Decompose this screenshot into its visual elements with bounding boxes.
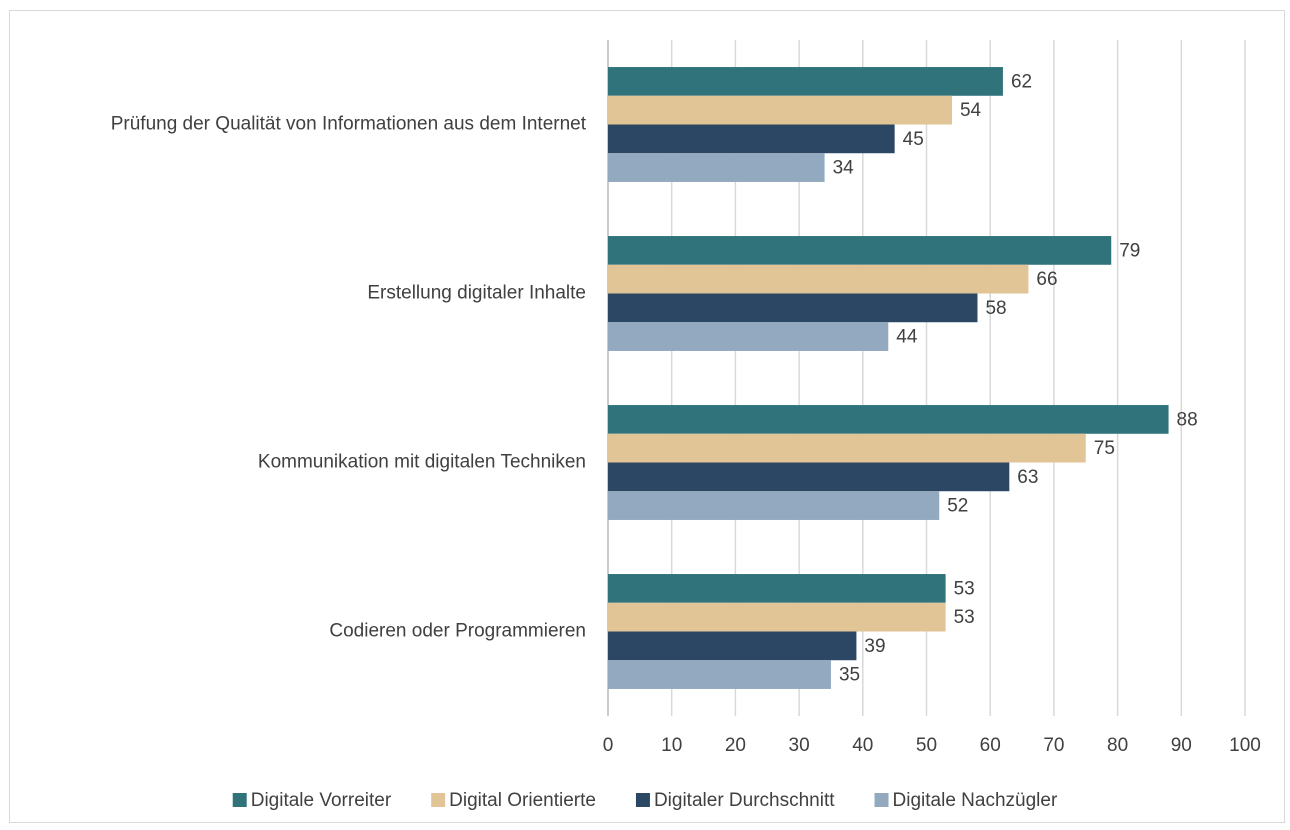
x-tick-label: 100 — [1229, 735, 1261, 756]
bar — [608, 433, 1086, 463]
data-label: 62 — [1011, 71, 1032, 92]
bar — [608, 405, 1169, 434]
bar — [608, 631, 857, 661]
bar — [608, 264, 1029, 294]
bar — [608, 660, 831, 689]
bar — [608, 95, 952, 125]
data-label: 63 — [1017, 467, 1038, 488]
data-label: 66 — [1036, 269, 1057, 290]
y-tick-label: Prüfung der Qualität von Informationen a… — [111, 114, 587, 135]
y-tick-label: Codieren oder Programmieren — [329, 621, 586, 642]
data-label: 53 — [954, 578, 975, 599]
legend-swatch — [232, 793, 247, 807]
bar — [608, 322, 889, 351]
legend-label: Digital Orientierte — [449, 790, 596, 811]
x-tick-label: 20 — [725, 735, 746, 756]
bar — [608, 491, 940, 520]
bar — [608, 293, 978, 323]
data-label: 35 — [839, 665, 860, 686]
data-label: 88 — [1177, 409, 1198, 430]
bar — [608, 153, 825, 182]
x-tick-label: 60 — [980, 735, 1001, 756]
x-tick-label: 30 — [789, 735, 810, 756]
x-tick-label: 70 — [1043, 735, 1064, 756]
bar — [608, 124, 895, 154]
legend-swatch — [874, 793, 889, 807]
data-label: 75 — [1094, 438, 1115, 459]
data-label: 58 — [985, 298, 1006, 319]
x-tick-label: 80 — [1107, 735, 1128, 756]
data-label: 52 — [947, 496, 968, 517]
bar — [608, 462, 1010, 492]
data-label: 44 — [896, 327, 918, 348]
data-label: 54 — [960, 100, 982, 121]
x-tick-label: 0 — [603, 735, 614, 756]
legend-label: Digitale Vorreiter — [251, 790, 392, 811]
legend-swatch — [635, 793, 650, 807]
bar — [608, 236, 1112, 265]
x-tick-label: 50 — [916, 735, 937, 756]
legend-swatch — [431, 793, 446, 807]
x-tick-label: 90 — [1171, 735, 1192, 756]
y-tick-label: Kommunikation mit digitalen Techniken — [258, 452, 586, 473]
data-label: 39 — [864, 636, 885, 657]
data-label: 53 — [954, 607, 975, 628]
x-tick-label: 10 — [661, 735, 682, 756]
y-tick-label: Erstellung digitaler Inhalte — [367, 283, 586, 304]
legend-label: Digitale Nachzügler — [893, 790, 1058, 811]
data-label: 34 — [833, 158, 855, 179]
data-label: 45 — [903, 129, 924, 150]
bar — [608, 574, 946, 603]
data-label: 79 — [1119, 240, 1140, 261]
x-tick-label: 40 — [852, 735, 873, 756]
legend-label: Digitaler Durchschnitt — [654, 790, 835, 811]
bar — [608, 602, 946, 632]
bar — [608, 67, 1003, 96]
